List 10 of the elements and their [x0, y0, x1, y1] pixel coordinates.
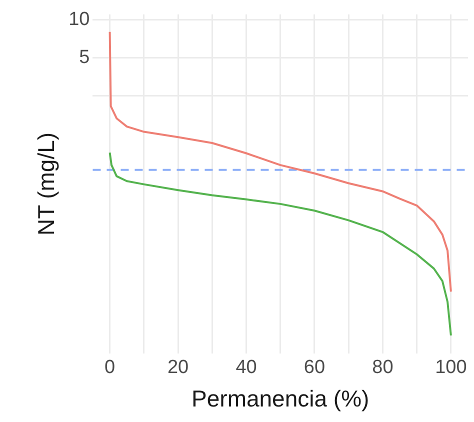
- x-tick-label: 20: [167, 357, 189, 378]
- x-tick-label: 0: [104, 357, 116, 378]
- y-axis-title: NT (mg/L): [33, 132, 60, 236]
- x-tick-label: 60: [304, 357, 326, 378]
- x-tick-label: 40: [236, 357, 257, 378]
- x-axis-title: Permanencia (%): [192, 386, 370, 412]
- x-tick-label: 100: [435, 357, 467, 378]
- x-tick-label: 80: [372, 357, 394, 378]
- y-tick-label: 5: [79, 46, 90, 68]
- y-tick-label: 10: [68, 8, 90, 30]
